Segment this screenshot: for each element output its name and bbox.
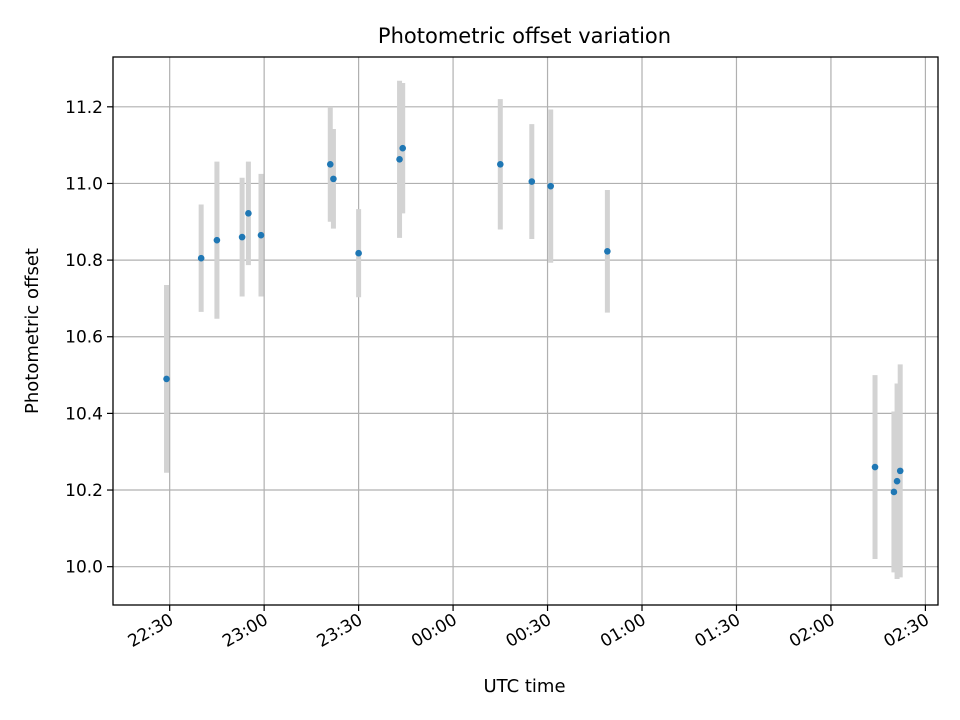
data-point xyxy=(197,254,205,262)
x-tick-label: 00:00 xyxy=(408,610,460,652)
y-tick-label: 10.8 xyxy=(65,251,103,271)
y-tick-label: 11.0 xyxy=(65,174,103,194)
y-tick-label: 10.2 xyxy=(65,481,103,501)
x-axis: 22:30 23:00 23:30 00:00 00:30 01:00 01:30 02:00… xyxy=(125,605,933,652)
x-tick-label: 01:30 xyxy=(692,610,744,652)
data-point xyxy=(163,375,170,383)
x-axis-title: UTC time xyxy=(483,676,565,697)
data-point xyxy=(528,178,536,185)
x-tick-label: 23:00 xyxy=(219,610,271,652)
data-point xyxy=(893,477,901,485)
grid xyxy=(113,57,938,605)
data-point xyxy=(238,233,246,241)
y-axis-title: Photometric offset xyxy=(22,248,43,414)
y-tick-label: 10.6 xyxy=(65,328,103,348)
data-point xyxy=(396,156,403,163)
data-points xyxy=(163,144,904,496)
x-tick-label: 01:00 xyxy=(597,610,649,652)
x-tick-label: 02:30 xyxy=(880,610,932,652)
x-tick-label: 23:30 xyxy=(314,610,366,652)
data-point xyxy=(245,210,252,217)
y-tick-label: 10.0 xyxy=(65,558,103,578)
data-point xyxy=(604,247,611,255)
data-point xyxy=(257,231,265,239)
x-tick-label: 00:30 xyxy=(503,610,555,652)
x-tick-label: 02:00 xyxy=(786,610,838,652)
data-point xyxy=(399,144,406,152)
data-point xyxy=(497,161,504,168)
data-point xyxy=(871,463,879,471)
data-point xyxy=(213,236,221,244)
x-tick-label: 22:30 xyxy=(125,610,177,652)
y-tick-label: 11.2 xyxy=(65,98,103,118)
data-point xyxy=(326,161,334,168)
plot-frame xyxy=(112,56,939,606)
chart-title: Photometric offset variation xyxy=(378,24,671,48)
data-point xyxy=(890,488,898,496)
data-point xyxy=(355,249,362,257)
data-point xyxy=(547,182,554,190)
y-axis: 10.0 10.2 10.4 10.6 10.8 11.0 11.2 xyxy=(65,98,113,578)
data-point xyxy=(330,175,337,183)
y-tick-label: 10.4 xyxy=(65,404,103,424)
error-bars xyxy=(164,80,903,579)
data-point xyxy=(896,467,904,475)
